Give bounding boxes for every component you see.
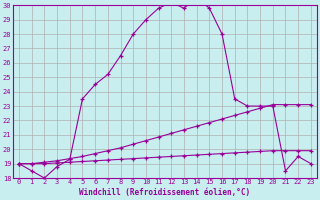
X-axis label: Windchill (Refroidissement éolien,°C): Windchill (Refroidissement éolien,°C): [79, 188, 251, 197]
